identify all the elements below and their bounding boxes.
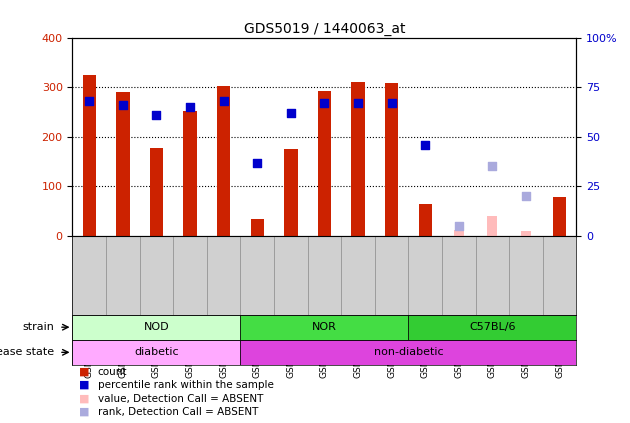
Bar (72, 315, 241, 340)
Bar (318, 91, 331, 236)
Bar (150, 148, 163, 236)
Point (420, 141, 430, 148)
Text: ■: ■ (79, 380, 89, 390)
Point (454, 222, 464, 229)
Bar (385, 82, 398, 236)
Point (488, 163, 498, 170)
Text: ■: ■ (79, 393, 89, 404)
Text: disease state: disease state (0, 347, 54, 357)
Point (252, 159, 262, 166)
Bar (454, 230, 464, 236)
Text: value, Detection Call = ABSENT: value, Detection Call = ABSENT (98, 393, 263, 404)
Bar (83, 75, 96, 236)
Text: C57BL/6: C57BL/6 (469, 322, 516, 332)
Bar (116, 92, 130, 236)
Bar (553, 197, 566, 236)
Text: count: count (98, 367, 127, 376)
Bar (408, 315, 576, 340)
Point (219, 98, 229, 104)
Text: percentile rank within the sample: percentile rank within the sample (98, 380, 273, 390)
Text: non-diabetic: non-diabetic (374, 347, 444, 357)
Title: GDS5019 / 1440063_at: GDS5019 / 1440063_at (244, 22, 405, 36)
Point (319, 100, 329, 107)
Text: diabetic: diabetic (134, 347, 179, 357)
Bar (488, 216, 498, 236)
Text: NOD: NOD (144, 322, 169, 332)
Bar (241, 315, 408, 340)
Bar (72, 340, 241, 365)
Text: NOR: NOR (312, 322, 337, 332)
Point (118, 102, 128, 109)
Point (84, 98, 94, 104)
Bar (418, 203, 432, 236)
Text: ■: ■ (79, 407, 89, 417)
Point (387, 100, 397, 107)
Point (185, 104, 195, 110)
Bar (352, 82, 365, 236)
Point (286, 110, 296, 116)
Bar (241, 340, 576, 365)
Bar (251, 219, 264, 236)
Point (521, 193, 531, 200)
Text: ■: ■ (79, 367, 89, 376)
Bar (284, 149, 297, 236)
Text: strain: strain (22, 322, 54, 332)
Text: rank, Detection Call = ABSENT: rank, Detection Call = ABSENT (98, 407, 258, 417)
Point (151, 112, 161, 118)
Bar (217, 86, 231, 236)
Point (353, 100, 363, 107)
Bar (183, 111, 197, 236)
Bar (521, 231, 531, 236)
